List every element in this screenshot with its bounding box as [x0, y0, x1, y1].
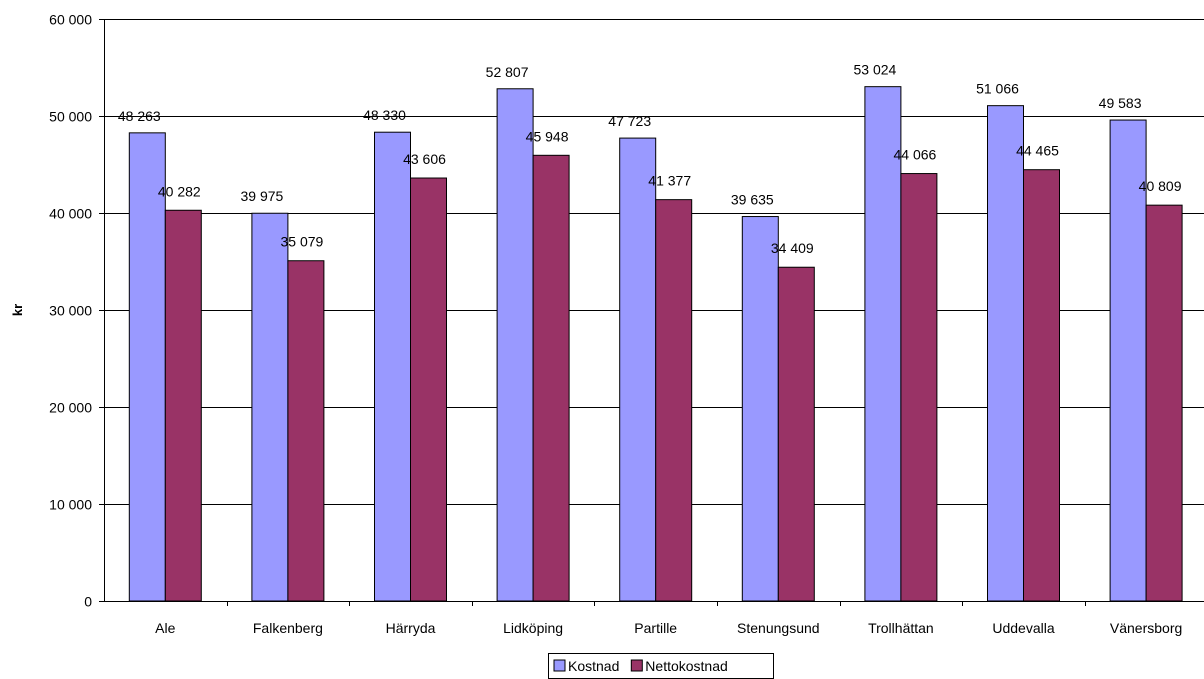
data-label: 39 975 [240, 188, 283, 204]
y-tick-label: 30 000 [49, 303, 92, 319]
y-tick-label: 60 000 [49, 12, 92, 28]
data-label: 49 583 [1099, 95, 1142, 111]
x-tick-label: Uddevalla [992, 620, 1054, 636]
axes: 0 10 000 20 000 30 000 40 000 50 000 60 000 Ale… [49, 12, 1204, 636]
x-tick-label: Härryda [386, 620, 436, 636]
data-labels: 48 263 40 282 39 975 35 079 48 330 43 606 52 8… [118, 62, 1182, 257]
x-tick-label: Vänersborg [1110, 620, 1182, 636]
bar-nettokostnad [777, 266, 815, 602]
legend-label-nettokostnad: Nettokostnad [645, 658, 728, 674]
bar-nettokostnad [532, 154, 570, 602]
bar-nettokostnad [655, 199, 693, 602]
data-label: 44 465 [1016, 143, 1059, 159]
y-tick-label: 50 000 [49, 109, 92, 125]
bar-nettokostnad [410, 177, 447, 602]
y-tick-label: 0 [84, 594, 92, 610]
data-label: 48 330 [363, 107, 406, 123]
bar-nettokostnad [164, 209, 202, 602]
data-label: 40 282 [158, 183, 201, 199]
legend-swatch-kostnad [553, 659, 566, 672]
bars [128, 86, 1183, 602]
y-tick-label: 10 000 [49, 497, 92, 513]
data-label: 39 635 [731, 192, 774, 208]
data-label: 44 066 [893, 147, 936, 163]
y-axis-title: kr [10, 304, 25, 316]
data-label: 34 409 [771, 240, 814, 256]
legend: Kostnad Nettokostnad [548, 653, 774, 679]
bar-nettokostnad [1023, 169, 1060, 602]
data-label: 47 723 [608, 113, 651, 129]
legend-swatch-nettokostnad [630, 659, 643, 672]
bar-kostnad [128, 132, 166, 602]
bar-kostnad [251, 212, 289, 602]
legend-box [548, 653, 774, 679]
y-tick-label: 20 000 [49, 400, 92, 416]
bar-kostnad [496, 88, 534, 602]
y-tick-label: 40 000 [49, 206, 92, 222]
data-label: 45 948 [526, 128, 569, 144]
x-tick-label: Lidköping [503, 620, 563, 636]
data-label: 53 024 [853, 62, 896, 78]
x-tick-label: Falkenberg [253, 620, 323, 636]
x-tick-label: Ale [155, 620, 175, 636]
bar-kostnad [374, 131, 411, 602]
bar-nettokostnad [900, 173, 938, 602]
data-label: 48 263 [118, 108, 161, 124]
bar-nettokostnad [1145, 204, 1183, 602]
data-label: 43 606 [403, 151, 446, 167]
x-tick-label: Trollhättan [868, 620, 934, 636]
bar-kostnad [987, 105, 1024, 602]
x-tick-label: Stenungsund [737, 620, 820, 636]
data-label: 41 377 [648, 173, 691, 189]
bar-kostnad [741, 216, 779, 602]
x-tick-label: Partille [634, 620, 677, 636]
bar-kostnad [864, 86, 902, 602]
bar-kostnad [619, 137, 657, 602]
data-label: 51 066 [976, 81, 1019, 97]
legend-label-kostnad: Kostnad [568, 658, 619, 674]
data-label: 35 079 [280, 234, 323, 250]
data-label: 52 807 [486, 64, 529, 80]
bar-nettokostnad [287, 260, 325, 602]
data-label: 40 809 [1139, 178, 1182, 194]
